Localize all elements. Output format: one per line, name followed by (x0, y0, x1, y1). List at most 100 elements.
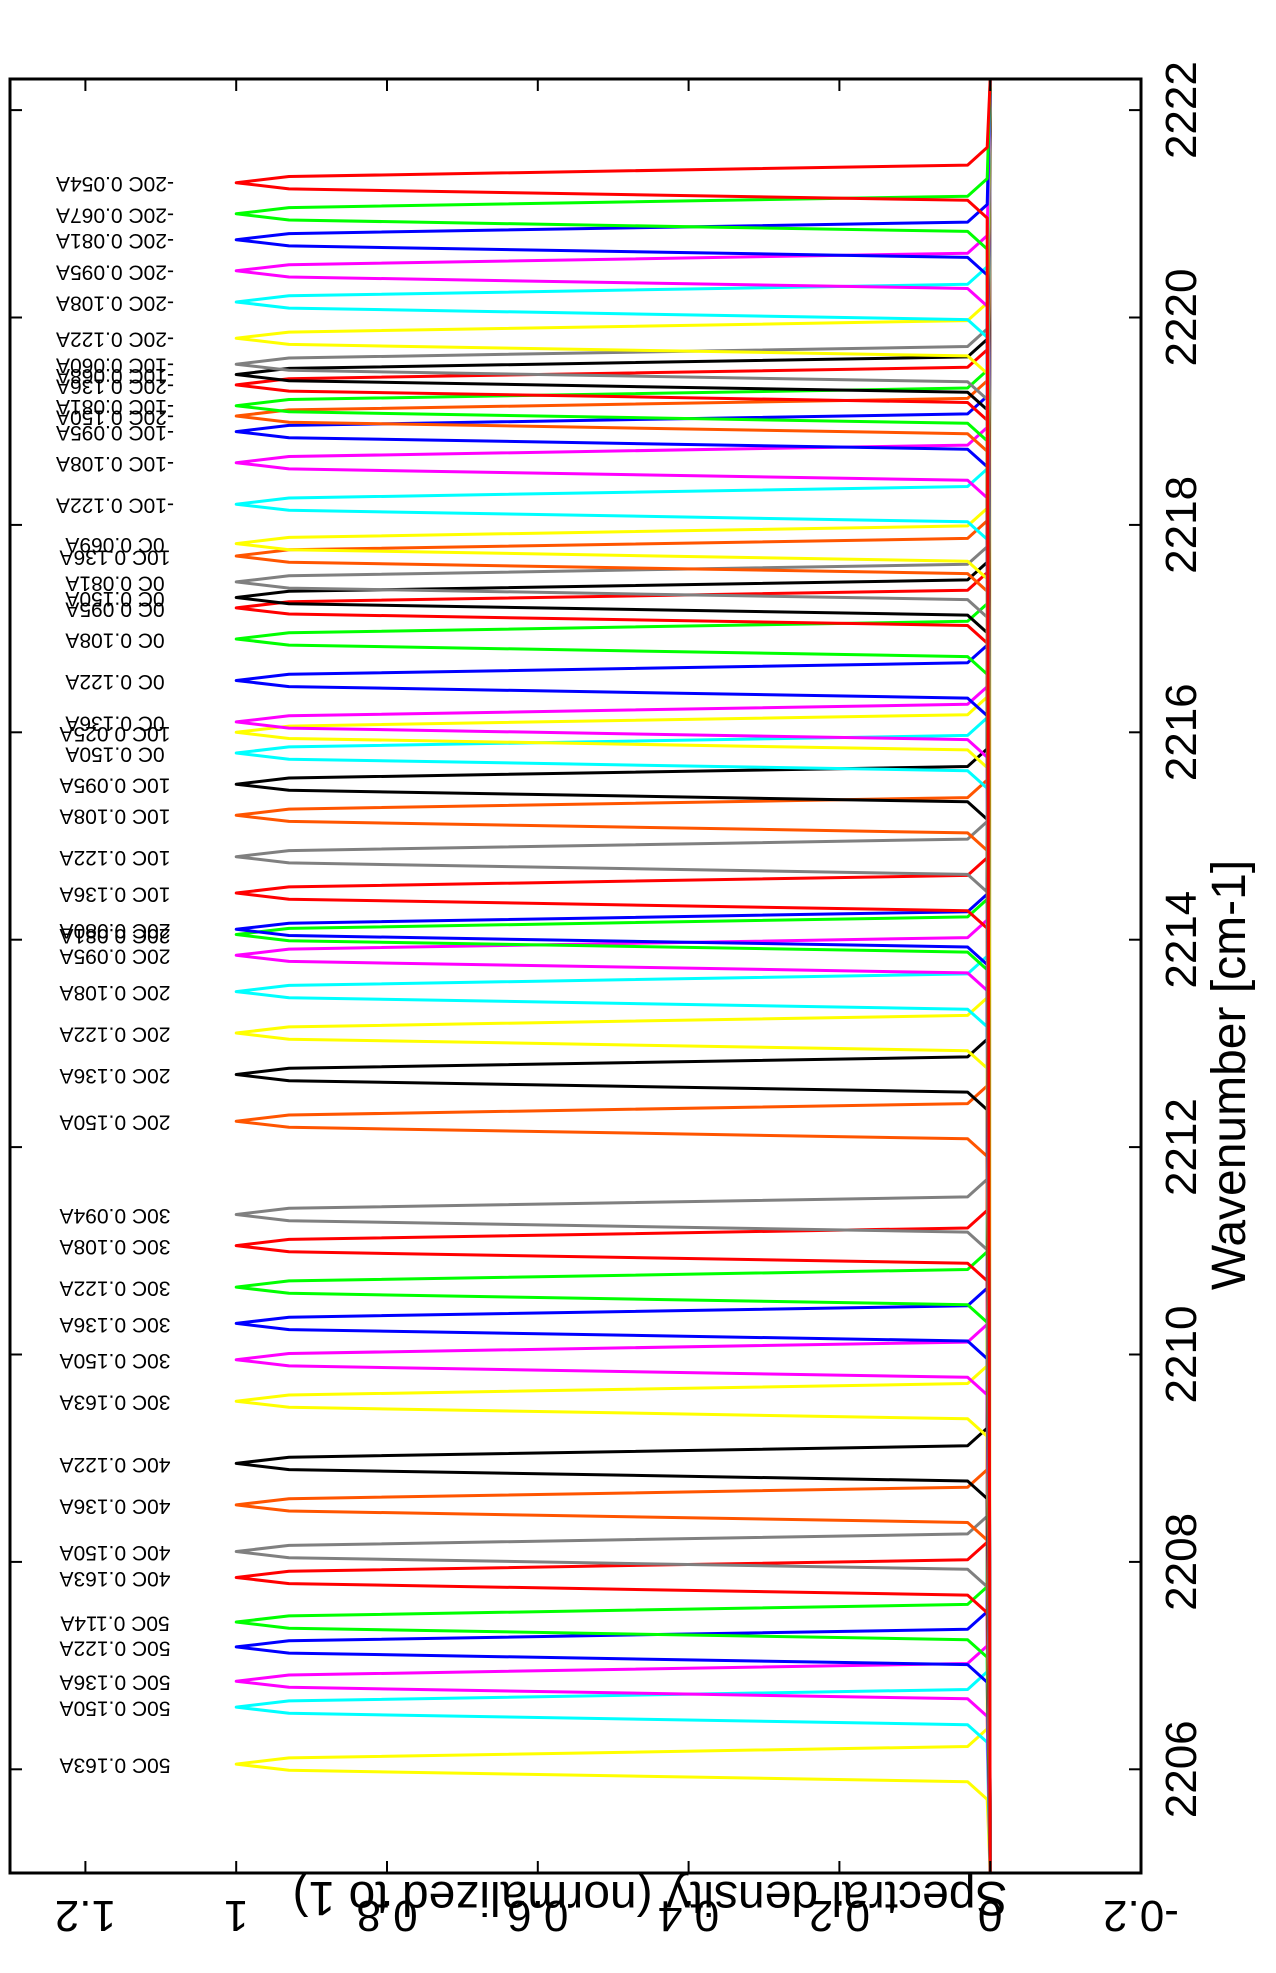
x-axis-label: Wavenumber [cm-1] (1203, 860, 1256, 1290)
peak-label: 10C 0.025A (60, 722, 171, 745)
x-tick-label: 2208 (1157, 1513, 1206, 1611)
peak-label: -20C 0.136A (56, 374, 174, 397)
x-tick-label: 2210 (1157, 1306, 1206, 1404)
peak-label: 30C 0.136A (60, 1313, 171, 1336)
peak-label: 0C 0.122A (65, 670, 164, 693)
peak-label: 10C 0.122A (60, 846, 171, 869)
peak-label: 0C 0.108A (65, 628, 164, 651)
series-line (234, 78, 992, 1874)
peak-label: 30C 0.163A (60, 1391, 171, 1414)
peak-label: 0C 0.150A (65, 742, 164, 765)
series-line (234, 78, 992, 1874)
peak-label: 50C 0.150A (60, 1697, 171, 1720)
series-line (234, 78, 992, 1874)
y-tick-label: -0.2 (1103, 1891, 1179, 1940)
peak-label: 0C 0.069A (65, 533, 164, 556)
peak-label: 0C 0.081A (65, 571, 164, 594)
series-line (234, 78, 992, 1874)
series-line (234, 78, 992, 1874)
series-line (234, 78, 992, 1874)
series-line (234, 78, 992, 1874)
peak-label: 10C 0.108A (60, 805, 171, 828)
x-tick-label: 2212 (1157, 1098, 1206, 1196)
peak-label: 30C 0.108A (60, 1235, 171, 1258)
peak-label: -20C 0.067A (56, 203, 174, 226)
series-line (234, 78, 992, 1874)
series-line (234, 78, 992, 1874)
peak-label: 40C 0.163A (60, 1567, 171, 1590)
peak-label: -20C 0.150A (56, 405, 174, 428)
peak-label: 20C 0.081A (60, 924, 171, 947)
y-tick-label: 0.2 (809, 1891, 870, 1940)
peak-label: -10C 0.095A (56, 421, 174, 444)
plot-frame (8, 77, 1143, 1875)
peak-labels: 50C 0.163A 50C 0.150A 50C 0.136A 50C 0.122A… (56, 172, 174, 1776)
peak-label: 10C 0.095A (60, 774, 171, 797)
x-tick-label: 2222 (1157, 61, 1206, 159)
series-line (234, 78, 992, 1874)
peak-label: 50C 0.122A (60, 1636, 171, 1659)
series-line (234, 78, 992, 1874)
peak-label: 50C 0.163A (60, 1754, 171, 1777)
series-line (234, 78, 992, 1874)
peak-label: 40C 0.150A (60, 1541, 171, 1564)
y-tick-label: 0.4 (658, 1891, 719, 1940)
x-tick-label: 2206 (1157, 1720, 1206, 1818)
peak-label: -10C 0.122A (56, 494, 174, 517)
x-tick-label: 2218 (1157, 476, 1206, 574)
series-line (234, 78, 992, 1874)
peak-label: -20C 0.122A (56, 328, 174, 351)
peak-label: 20C 0.108A (60, 981, 171, 1004)
y-tick-label: 0.6 (507, 1891, 568, 1940)
peak-label: 10C 0.136A (60, 882, 171, 905)
series-line (234, 78, 992, 1874)
series-line (234, 78, 992, 1874)
series-line (234, 78, 992, 1874)
series-line (234, 78, 992, 1874)
series-line (234, 78, 992, 1874)
peak-label: -10C 0.060A (56, 354, 174, 377)
y-axis-label: Spectral density (normalized to 1) (293, 1871, 1008, 1924)
peak-label: 10C 0.136A (60, 545, 171, 568)
plot-marks (234, 78, 992, 1874)
series-line (234, 78, 992, 1874)
series-line (234, 78, 992, 1874)
series-line (234, 78, 992, 1874)
series-line (234, 78, 992, 1874)
y-tick-label: 0 (978, 1891, 1002, 1940)
series-line (234, 78, 992, 1874)
y-tick-label: 1.2 (55, 1891, 116, 1940)
peak-label: 30C 0.094A (60, 1204, 171, 1227)
peak-label: 30C 0.122A (60, 1277, 171, 1300)
series-line (234, 78, 992, 1874)
peak-label: 40C 0.136A (60, 1494, 171, 1517)
series-line (234, 78, 992, 1874)
peak-label: 20C 0.080A (60, 919, 171, 942)
series-line (234, 78, 992, 1874)
x-tick-label: 2220 (1157, 269, 1206, 367)
peak-label: -10C 0.081A (56, 395, 174, 418)
series-line (234, 78, 992, 1874)
peak-label: 0C 0.150A (65, 587, 164, 610)
y-tick-label: 1 (224, 1891, 248, 1940)
peak-label: 0C 0.136A (65, 711, 164, 734)
series-line (234, 78, 992, 1874)
x-tick-label: 2214 (1157, 891, 1206, 989)
series-line (234, 78, 992, 1874)
peak-label: -20C 0.095A (56, 260, 174, 283)
series-line (234, 78, 992, 1874)
series-line (234, 78, 992, 1874)
x-tick-label: 2216 (1157, 683, 1206, 781)
peak-label: 50C 0.136A (60, 1671, 171, 1694)
series-line (234, 78, 992, 1874)
y-tick-label: 0.8 (356, 1891, 417, 1940)
series-line (234, 78, 992, 1874)
series-line (234, 78, 992, 1874)
series-line (234, 78, 992, 1874)
series-line (234, 78, 992, 1874)
peak-label: 20C 0.122A (60, 1022, 171, 1045)
series-line (234, 78, 992, 1874)
series-line (234, 78, 992, 1874)
peak-label: -20C 0.054A (56, 172, 174, 195)
